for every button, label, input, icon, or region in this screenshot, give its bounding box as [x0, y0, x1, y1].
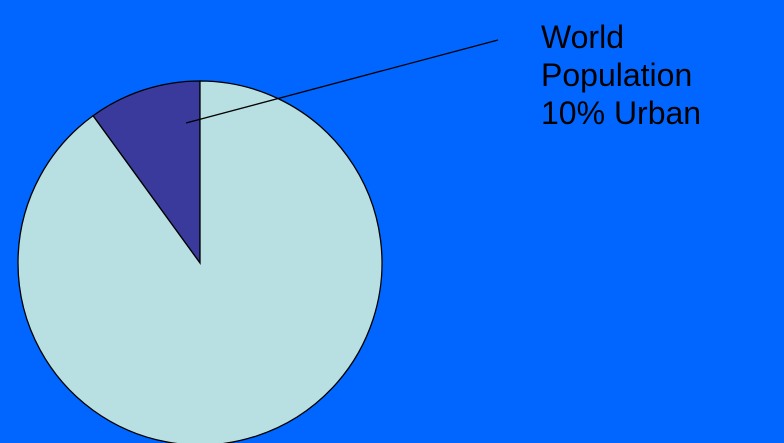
annotation-line-1: World [541, 18, 701, 56]
annotation-line-3: 10% Urban [541, 94, 701, 132]
pie-slice-other [18, 81, 382, 443]
pie-slices [18, 81, 382, 443]
annotation-leader-line [186, 40, 498, 123]
chart-annotation: World Population 10% Urban [541, 18, 701, 132]
annotation-line-2: Population [541, 56, 701, 94]
